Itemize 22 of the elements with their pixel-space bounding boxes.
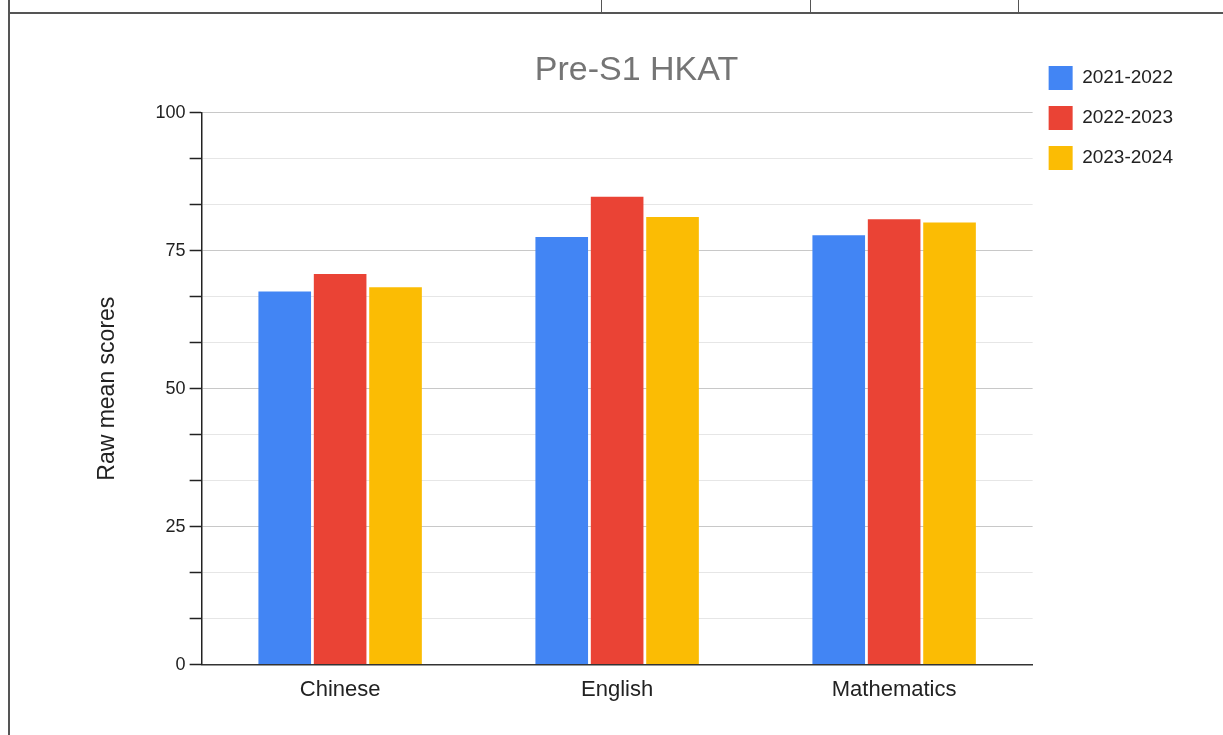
bar [646, 217, 699, 665]
legend-label: 2022-2023 [1082, 106, 1174, 128]
bar [313, 273, 367, 665]
x-tick-label: Chinese [299, 675, 381, 701]
bar [258, 291, 312, 665]
bar [535, 236, 589, 665]
legend-label: 2021-2022 [1082, 66, 1174, 88]
legend-label: 2023-2024 [1082, 146, 1174, 168]
bar [923, 222, 976, 665]
bar [812, 235, 866, 665]
bar [590, 196, 644, 665]
bar [867, 219, 921, 665]
y-tick-label: 25 [165, 515, 186, 536]
y-tick-label: 0 [175, 653, 186, 674]
y-tick-label: 100 [155, 101, 186, 122]
x-tick-label: Mathematics [831, 675, 957, 701]
y-tick-label: 50 [165, 377, 186, 398]
y-axis-title: Raw mean scores [93, 296, 120, 481]
x-tick-label: English [581, 675, 654, 701]
y-tick-label: 75 [165, 239, 186, 260]
chart-title: Pre-S1 HKAT [534, 48, 739, 87]
bar [369, 287, 422, 665]
